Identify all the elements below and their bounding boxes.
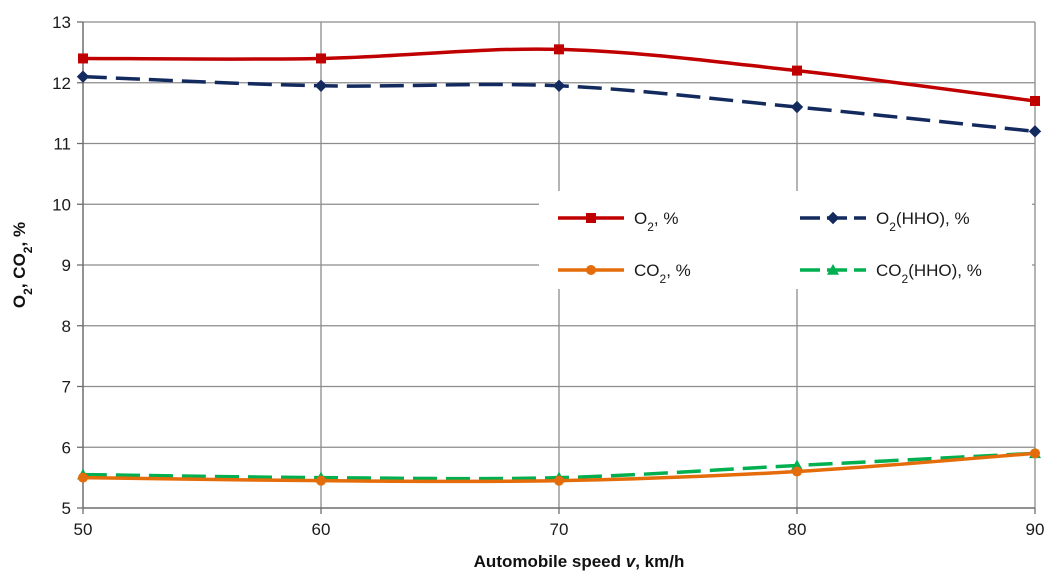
legend-label: CO2, % xyxy=(634,261,691,286)
data-point xyxy=(1030,95,1040,106)
y-tick-label: 11 xyxy=(53,135,71,154)
series-o2-hho xyxy=(76,70,1042,138)
y-tick-label: 12 xyxy=(52,74,71,93)
y-tick-label: 7 xyxy=(62,378,71,397)
x-tick-label: 50 xyxy=(74,520,93,539)
x-tick-label: 90 xyxy=(1026,520,1045,539)
y-tick-label: 6 xyxy=(62,438,71,457)
legend-item: O2, % xyxy=(558,209,678,234)
legend: O2, % O2(HHO), % CO2, % CO2(HHO), % xyxy=(539,191,1032,289)
legend-item: CO2(HHO), % xyxy=(800,261,982,286)
data-point xyxy=(554,475,564,486)
axes: 5 6 7 8 9 10 11 12 13 50 60 70 80 90 xyxy=(52,13,1044,539)
data-point xyxy=(314,79,328,92)
x-tick-label: 80 xyxy=(788,520,807,539)
legend-item: O2(HHO), % xyxy=(800,209,970,234)
series-layer xyxy=(76,44,1042,486)
data-point xyxy=(552,79,566,92)
series-co2 xyxy=(78,448,1040,486)
x-tick-label: 60 xyxy=(312,520,331,539)
data-point xyxy=(78,53,88,64)
legend-item: CO2, % xyxy=(558,261,691,286)
legend-label: O2, % xyxy=(634,209,678,234)
legend-marker xyxy=(827,264,839,275)
legend-label: O2(HHO), % xyxy=(876,209,970,234)
legend-label: CO2(HHO), % xyxy=(876,261,982,286)
data-point xyxy=(1030,448,1040,459)
legend-marker xyxy=(586,265,596,275)
axis-labels: Automobile speed v, km/h O2, CO2, % xyxy=(10,222,684,571)
data-point xyxy=(316,53,326,64)
data-point xyxy=(792,65,802,76)
data-point xyxy=(554,44,564,55)
legend-marker xyxy=(586,213,596,223)
y-axis-title-group: O2, CO2, % xyxy=(10,222,35,308)
data-point xyxy=(792,466,802,477)
data-point xyxy=(78,472,88,483)
data-point xyxy=(1028,125,1042,138)
data-point xyxy=(316,475,326,486)
series-o2 xyxy=(78,44,1040,106)
data-point xyxy=(76,70,90,83)
y-tick-label: 5 xyxy=(62,499,71,518)
y-tick-label: 13 xyxy=(52,13,71,32)
data-point xyxy=(790,100,804,114)
x-axis-title: Automobile speed v, km/h xyxy=(474,552,685,571)
y-tick-label: 9 xyxy=(62,256,71,275)
y-tick-label: 10 xyxy=(52,195,71,214)
y-tick-label: 8 xyxy=(62,317,71,336)
legend-background xyxy=(539,191,1032,289)
y-axis-title: O2, CO2, % xyxy=(10,222,35,308)
legend-marker xyxy=(826,211,840,225)
x-tick-label: 70 xyxy=(550,520,569,539)
